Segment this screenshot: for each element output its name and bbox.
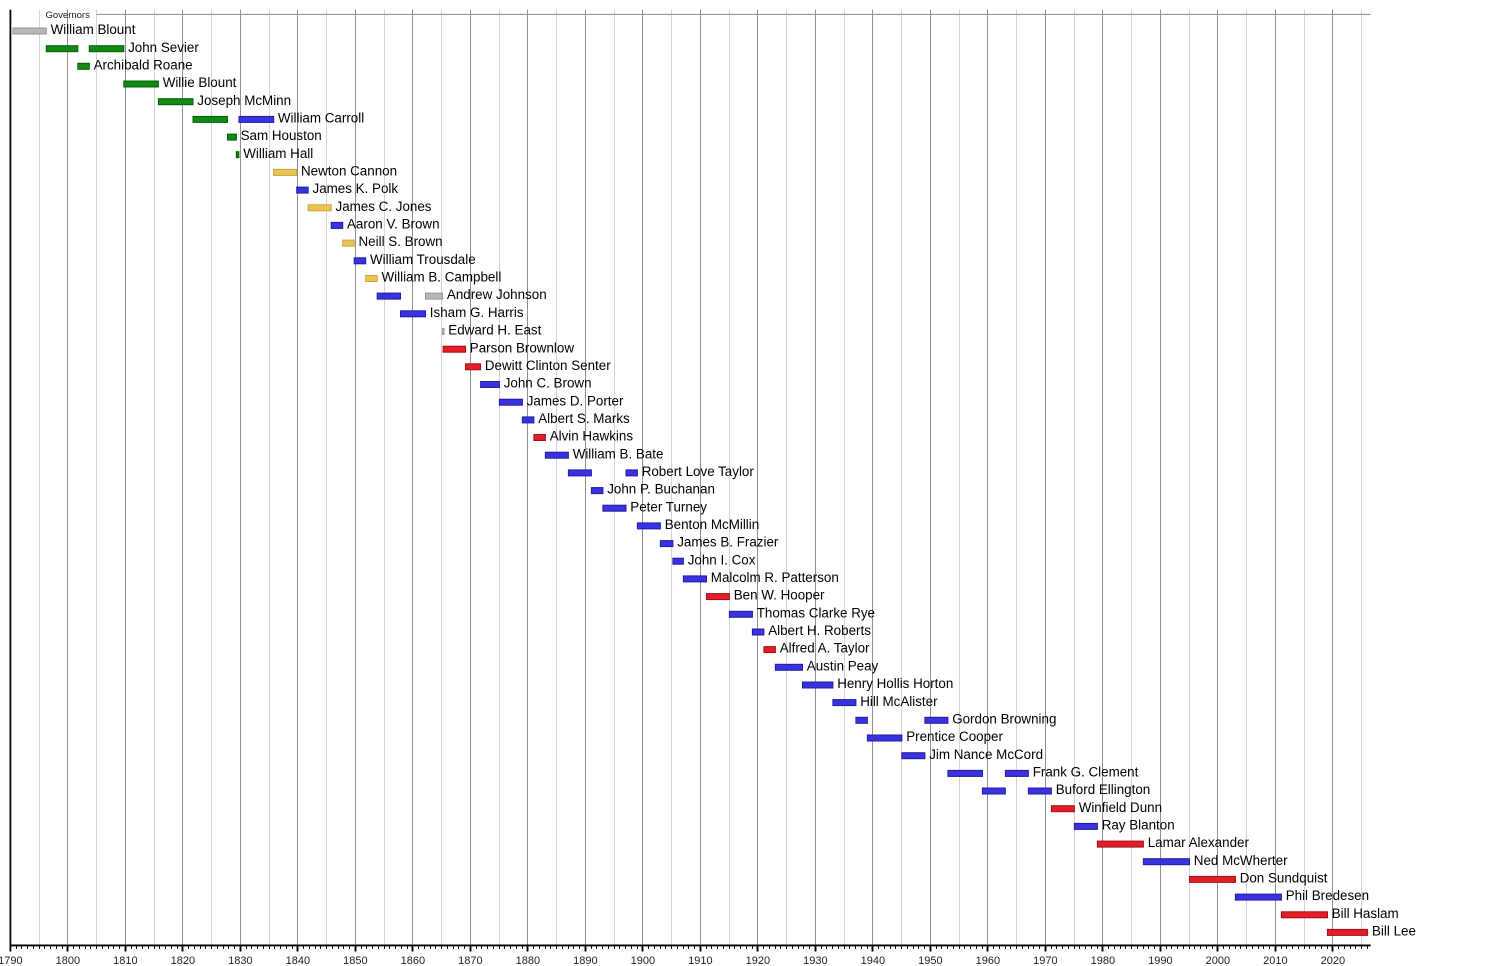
- svg-text:James B. Frazier: James B. Frazier: [677, 535, 779, 550]
- svg-text:1940: 1940: [861, 955, 885, 966]
- svg-text:2010: 2010: [1263, 955, 1287, 966]
- svg-text:1980: 1980: [1091, 955, 1115, 966]
- svg-text:William Carroll: William Carroll: [278, 111, 364, 126]
- svg-text:1950: 1950: [918, 955, 942, 966]
- svg-text:1840: 1840: [286, 955, 310, 966]
- svg-text:Buford Ellington: Buford Ellington: [1056, 782, 1151, 797]
- svg-text:Neill S. Brown: Neill S. Brown: [359, 234, 443, 249]
- svg-text:1920: 1920: [746, 955, 770, 966]
- svg-text:Newton Cannon: Newton Cannon: [301, 164, 397, 179]
- svg-text:John P. Buchanan: John P. Buchanan: [607, 482, 715, 497]
- svg-text:Gordon Browning: Gordon Browning: [952, 711, 1056, 726]
- svg-text:1800: 1800: [56, 955, 80, 966]
- svg-text:1830: 1830: [228, 955, 252, 966]
- svg-text:Albert S. Marks: Albert S. Marks: [538, 411, 630, 426]
- svg-text:1870: 1870: [458, 955, 482, 966]
- svg-text:Alvin Hawkins: Alvin Hawkins: [550, 429, 634, 444]
- svg-text:Isham G. Harris: Isham G. Harris: [430, 305, 524, 320]
- svg-text:John I. Cox: John I. Cox: [688, 552, 756, 567]
- svg-text:Benton McMillin: Benton McMillin: [665, 517, 760, 532]
- svg-text:William B. Bate: William B. Bate: [573, 446, 664, 461]
- svg-text:1960: 1960: [976, 955, 1000, 966]
- svg-text:Austin Peay: Austin Peay: [807, 658, 879, 673]
- svg-text:Phil Bredesen: Phil Bredesen: [1286, 888, 1369, 903]
- svg-text:1900: 1900: [631, 955, 655, 966]
- svg-text:Malcolm R. Patterson: Malcolm R. Patterson: [711, 570, 839, 585]
- svg-text:Albert H. Roberts: Albert H. Roberts: [768, 623, 871, 638]
- svg-text:Parson Brownlow: Parson Brownlow: [470, 340, 575, 355]
- svg-text:2020: 2020: [1321, 955, 1345, 966]
- svg-text:1820: 1820: [171, 955, 195, 966]
- svg-text:Lamar Alexander: Lamar Alexander: [1148, 835, 1250, 850]
- svg-text:Hill McAlister: Hill McAlister: [860, 694, 938, 709]
- svg-text:1890: 1890: [573, 955, 597, 966]
- svg-text:1850: 1850: [343, 955, 367, 966]
- svg-text:Alfred A. Taylor: Alfred A. Taylor: [780, 641, 870, 656]
- svg-text:1990: 1990: [1148, 955, 1172, 966]
- svg-text:Ray Blanton: Ray Blanton: [1102, 818, 1175, 833]
- svg-text:William B. Campbell: William B. Campbell: [382, 270, 502, 285]
- svg-text:Archibald Roane: Archibald Roane: [94, 57, 193, 72]
- svg-text:Ned McWherter: Ned McWherter: [1194, 853, 1288, 868]
- svg-text:Don Sundquist: Don Sundquist: [1240, 871, 1328, 886]
- svg-text:Governors: Governors: [46, 10, 91, 21]
- svg-text:Edward H. East: Edward H. East: [448, 323, 541, 338]
- svg-text:1860: 1860: [401, 955, 425, 966]
- svg-text:Robert Love Taylor: Robert Love Taylor: [642, 464, 755, 479]
- svg-text:Bill Lee: Bill Lee: [1372, 924, 1416, 939]
- svg-text:1910: 1910: [688, 955, 712, 966]
- svg-text:Prentice Cooper: Prentice Cooper: [906, 729, 1003, 744]
- svg-text:Frank G. Clement: Frank G. Clement: [1033, 765, 1139, 780]
- svg-text:James K. Polk: James K. Polk: [313, 181, 399, 196]
- svg-text:1790: 1790: [0, 955, 23, 966]
- svg-text:Jim Nance McCord: Jim Nance McCord: [929, 747, 1043, 762]
- svg-text:James D. Porter: James D. Porter: [527, 393, 624, 408]
- svg-text:2000: 2000: [1206, 955, 1230, 966]
- svg-text:Ben W. Hooper: Ben W. Hooper: [734, 588, 825, 603]
- svg-text:Dewitt Clinton Senter: Dewitt Clinton Senter: [485, 358, 611, 373]
- svg-text:Winfield Dunn: Winfield Dunn: [1079, 800, 1162, 815]
- svg-text:Andrew Johnson: Andrew Johnson: [447, 287, 547, 302]
- svg-text:1880: 1880: [516, 955, 540, 966]
- svg-text:William Hall: William Hall: [243, 146, 313, 161]
- svg-text:Henry Hollis Horton: Henry Hollis Horton: [837, 676, 953, 691]
- svg-text:Bill Haslam: Bill Haslam: [1332, 906, 1399, 921]
- svg-text:1810: 1810: [113, 955, 137, 966]
- svg-text:John Sevier: John Sevier: [128, 40, 199, 55]
- svg-text:1930: 1930: [803, 955, 827, 966]
- svg-text:Willie Blount: Willie Blount: [163, 75, 237, 90]
- svg-text:1970: 1970: [1033, 955, 1057, 966]
- svg-text:John C. Brown: John C. Brown: [504, 376, 592, 391]
- svg-text:James C. Jones: James C. Jones: [336, 199, 432, 214]
- svg-text:Thomas Clarke Rye: Thomas Clarke Rye: [757, 605, 875, 620]
- svg-text:Peter Turney: Peter Turney: [630, 499, 707, 514]
- svg-text:Sam Houston: Sam Houston: [241, 128, 322, 143]
- svg-text:William Trousdale: William Trousdale: [370, 252, 476, 267]
- svg-text:William Blount: William Blount: [51, 22, 136, 37]
- svg-text:Aaron V. Brown: Aaron V. Brown: [347, 217, 440, 232]
- svg-text:Joseph McMinn: Joseph McMinn: [197, 93, 291, 108]
